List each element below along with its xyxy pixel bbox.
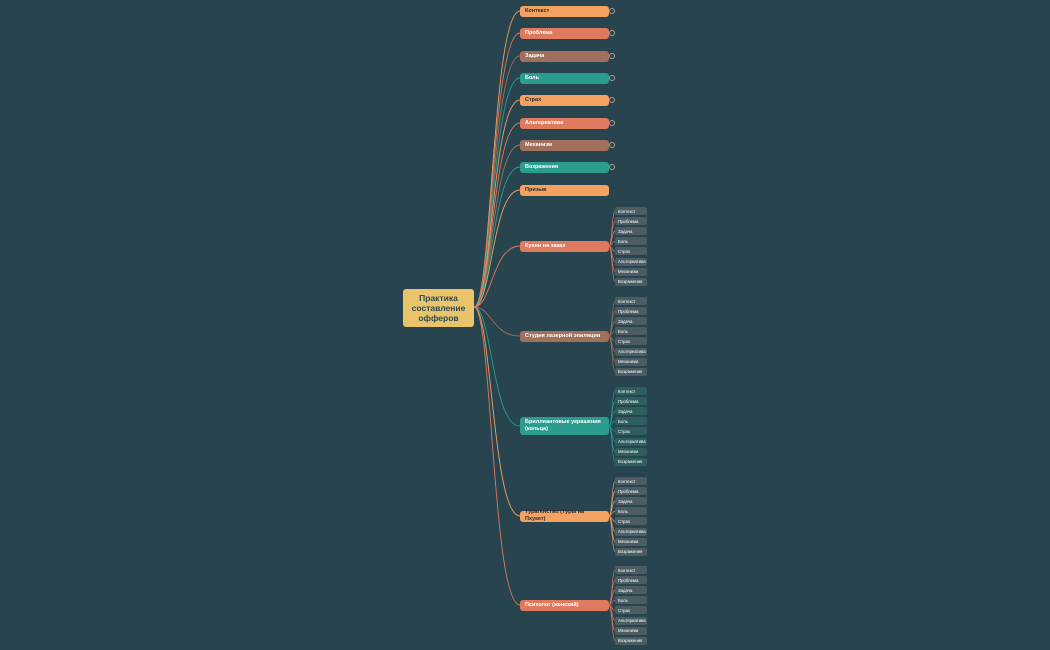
collapse-indicator-icon[interactable] (609, 97, 615, 103)
connector-line (473, 55, 521, 308)
leaf-topic[interactable]: Альтернатива (615, 257, 647, 266)
leaf-topic[interactable]: Механизм (615, 537, 647, 546)
branch-topic[interactable]: Альтернатива (520, 117, 609, 129)
connector-line (473, 144, 521, 308)
leaf-topic[interactable]: Механизм (615, 626, 647, 635)
leaf-connector-line (608, 604, 616, 641)
leaf-connector-line (608, 515, 616, 552)
branch-topic[interactable]: Студия лазерной эпиляции (520, 330, 609, 342)
leaf-topic[interactable]: Альтернатива (615, 616, 647, 625)
leaf-topic[interactable]: Проблема (615, 397, 647, 406)
leaf-topic[interactable]: Контекст (615, 207, 647, 215)
branch-topic-label: Психолог (женский) (525, 601, 579, 608)
branch-topic[interactable]: Страх (520, 94, 609, 106)
leaf-topic[interactable]: Проблема (615, 217, 647, 226)
branch-topic-label: Студия лазерной эпиляции (525, 332, 601, 339)
leaf-topic[interactable]: Механизм (615, 357, 647, 366)
branch-topic-label: Призыв (525, 186, 547, 193)
leaf-topic[interactable]: Боль (615, 237, 647, 246)
leaf-topic[interactable]: Контекст (615, 297, 647, 305)
branch-topic[interactable]: Проблема (520, 27, 609, 39)
leaf-topic[interactable]: Контекст (615, 387, 647, 395)
branch-topic[interactable]: Боль (520, 72, 609, 84)
branch-topic[interactable]: Возражения (520, 161, 609, 173)
leaf-topic[interactable]: Страх (615, 517, 647, 526)
leaf-topic[interactable]: Контекст (615, 477, 647, 485)
branch-topic[interactable]: Турагенство (Туры на Пхукет) (520, 509, 609, 522)
branch-topic-label: Проблема (525, 29, 553, 36)
branch-topic-label: Кухни на заказ (525, 242, 566, 249)
branch-topic[interactable]: Психолог (женский) (520, 599, 609, 611)
leaf-topic[interactable]: Альтернатива (615, 527, 647, 536)
leaf-topic[interactable]: Страх (615, 247, 647, 256)
collapse-indicator-icon[interactable] (609, 164, 615, 170)
branch-topic-label: Боль (525, 74, 540, 81)
root-topic-label: Практика составление офферов (411, 293, 466, 323)
leaf-topic[interactable]: Возражения (615, 636, 647, 645)
branch-topic-label: Механизм (525, 141, 553, 148)
leaf-topic[interactable]: Контекст (615, 566, 647, 574)
branch-topic-label: Страх (525, 96, 542, 103)
leaf-topic[interactable]: Страх (615, 427, 647, 436)
collapse-indicator-icon[interactable] (609, 8, 615, 14)
collapse-indicator-icon[interactable] (609, 53, 615, 59)
branch-topic[interactable]: Контекст (520, 5, 609, 17)
branch-topic[interactable]: Призыв (520, 184, 609, 196)
leaf-topic[interactable]: Альтернатива (615, 437, 647, 446)
collapse-indicator-icon[interactable] (609, 142, 615, 148)
leaf-topic[interactable]: Боль (615, 507, 647, 516)
leaf-topic[interactable]: Задача (615, 227, 647, 236)
leaf-topic[interactable]: Проблема (615, 576, 647, 585)
connector-line (473, 166, 521, 308)
leaf-connector-line (608, 335, 616, 372)
leaf-topic[interactable]: Возражения (615, 367, 647, 376)
leaf-topic[interactable]: Страх (615, 606, 647, 615)
branch-topic[interactable]: Бриллиантовые украшения (кольца) (520, 417, 609, 435)
branch-topic-label: Турагенство (Туры на Пхукет) (525, 509, 585, 522)
leaf-topic[interactable]: Задача (615, 407, 647, 416)
connector-line (473, 189, 521, 308)
leaf-connector-line (608, 425, 616, 462)
leaf-topic[interactable]: Задача (615, 497, 647, 506)
connector-line (473, 306, 521, 337)
branch-topic-label: Бриллиантовые украшения (кольца) (525, 419, 601, 432)
leaf-topic[interactable]: Страх (615, 337, 647, 346)
leaf-topic[interactable]: Задача (615, 586, 647, 595)
branch-topic-label: Альтернатива (525, 119, 564, 126)
branch-topic-label: Контекст (525, 7, 550, 14)
leaf-topic[interactable]: Возражения (615, 457, 647, 466)
connector-line (473, 306, 521, 517)
leaf-topic[interactable]: Боль (615, 417, 647, 426)
connector-line (473, 306, 521, 606)
branch-topic-label: Возражения (525, 163, 559, 170)
collapse-indicator-icon[interactable] (609, 30, 615, 36)
leaf-topic[interactable]: Возражения (615, 277, 647, 286)
branch-topic-label: Задача (525, 52, 545, 59)
connector-line (473, 306, 521, 427)
root-topic[interactable]: Практика составление офферов (403, 289, 474, 327)
branch-topic[interactable]: Задача (520, 50, 609, 62)
leaf-topic[interactable]: Механизм (615, 447, 647, 456)
collapse-indicator-icon[interactable] (609, 120, 615, 126)
leaf-topic[interactable]: Задача (615, 317, 647, 326)
collapse-indicator-icon[interactable] (609, 75, 615, 81)
branch-topic[interactable]: Кухни на заказ (520, 240, 609, 252)
connector-line (473, 245, 521, 308)
leaf-topic[interactable]: Проблема (615, 487, 647, 496)
leaf-topic[interactable]: Боль (615, 596, 647, 605)
leaf-topic[interactable]: Возражения (615, 547, 647, 556)
leaf-topic[interactable]: Альтернатива (615, 347, 647, 356)
leaf-topic[interactable]: Механизм (615, 267, 647, 276)
leaf-topic[interactable]: Проблема (615, 307, 647, 316)
leaf-topic[interactable]: Боль (615, 327, 647, 336)
leaf-connector-line (608, 245, 616, 282)
branch-topic[interactable]: Механизм (520, 139, 609, 151)
